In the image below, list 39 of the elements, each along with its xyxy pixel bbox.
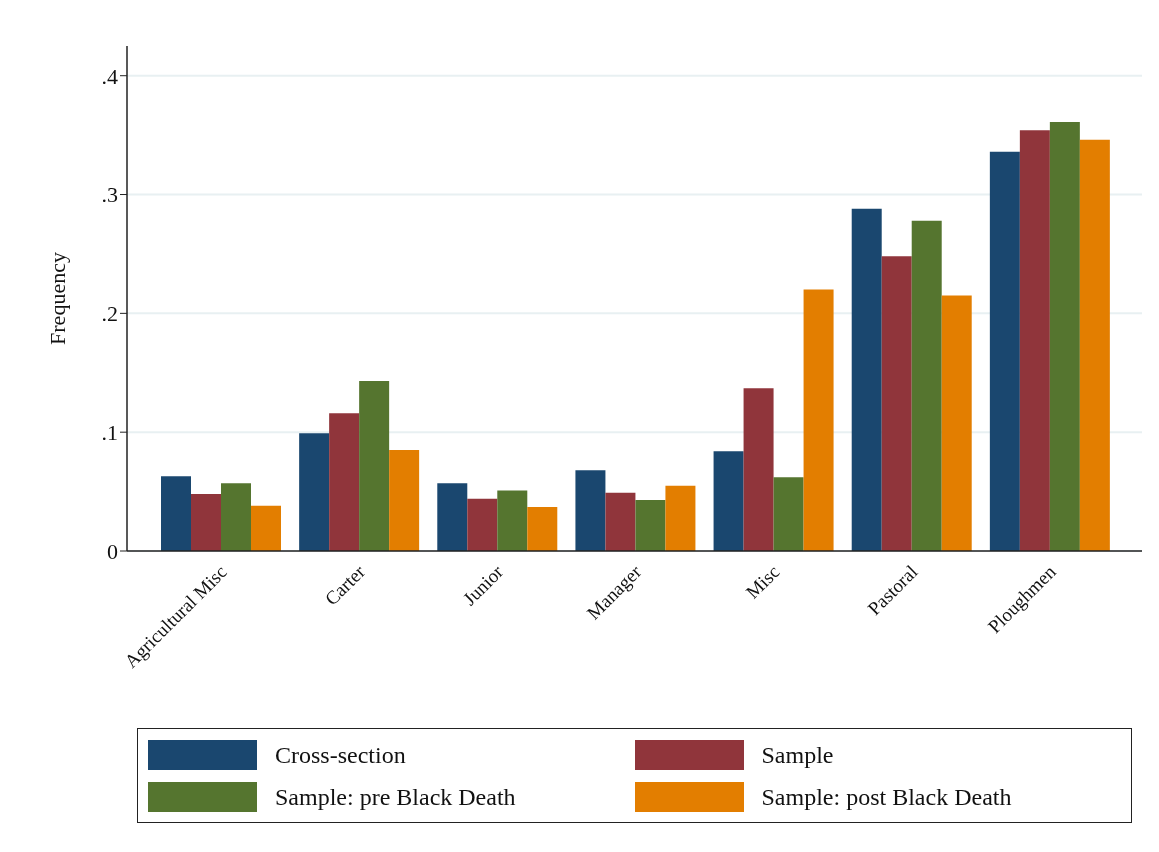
legend-label: Cross-section [275, 741, 406, 769]
bar [437, 483, 468, 551]
bar [713, 451, 744, 551]
x-tick-label: Misc [741, 560, 784, 603]
bar [299, 433, 330, 551]
bar [773, 477, 804, 551]
bar [251, 505, 281, 551]
bar [359, 381, 390, 551]
bar [743, 388, 774, 551]
bar [1079, 139, 1110, 551]
bar [941, 295, 972, 551]
bar [851, 208, 882, 551]
legend-label: Sample: pre Black Death [275, 783, 516, 811]
bar [221, 483, 251, 551]
bar [575, 470, 606, 551]
bar [911, 220, 942, 551]
bar [497, 490, 528, 551]
bar [389, 450, 420, 551]
legend-label: Sample [761, 741, 834, 769]
legend-label: Sample: post Black Death [761, 783, 1012, 811]
y-tick-label: .1 [101, 419, 118, 445]
y-tick-label: .4 [101, 63, 118, 89]
bar [527, 507, 558, 551]
bar [467, 498, 498, 551]
bar [665, 485, 696, 551]
bar [329, 413, 360, 551]
y-axis-title: Frequency [44, 252, 70, 345]
bar [605, 492, 636, 551]
bar [635, 499, 666, 551]
y-tick-label: 0 [107, 538, 118, 564]
bar [989, 151, 1020, 551]
y-tick-label: .3 [101, 182, 118, 208]
bar [191, 493, 221, 551]
bar [881, 256, 912, 551]
bar [1019, 130, 1050, 551]
bar [1049, 122, 1080, 551]
bar [803, 289, 834, 551]
bar [161, 476, 191, 551]
y-tick-label: .2 [101, 301, 118, 327]
